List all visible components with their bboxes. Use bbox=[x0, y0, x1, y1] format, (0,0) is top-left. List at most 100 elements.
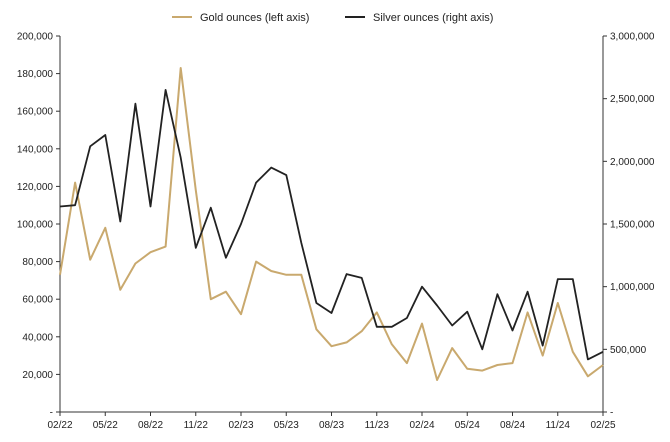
right-y-tick-label: 500,000 bbox=[610, 345, 647, 356]
data-point-gold bbox=[542, 355, 544, 357]
data-point-gold bbox=[512, 362, 514, 364]
data-point-silver bbox=[59, 206, 61, 208]
data-point-gold bbox=[421, 323, 423, 325]
data-point-silver bbox=[255, 182, 257, 184]
left-y-tick-label: 60,000 bbox=[22, 295, 53, 306]
data-point-silver bbox=[165, 89, 167, 91]
data-point-gold bbox=[165, 246, 167, 248]
right-y-tick-label: 1,000,000 bbox=[610, 282, 655, 293]
data-point-gold bbox=[74, 182, 76, 184]
data-point-silver bbox=[466, 311, 468, 313]
right-y-tick-label: 3,000,000 bbox=[610, 32, 655, 43]
data-point-gold bbox=[134, 263, 136, 265]
data-point-gold bbox=[150, 251, 152, 253]
left-y-tick-label: 120,000 bbox=[17, 182, 54, 193]
data-point-silver bbox=[210, 207, 212, 209]
data-point-silver bbox=[315, 302, 317, 304]
right-y-tick-label: 2,500,000 bbox=[610, 94, 655, 105]
legend-label-gold: Gold ounces (left axis) bbox=[200, 12, 309, 24]
data-point-gold bbox=[300, 274, 302, 276]
data-point-silver bbox=[527, 291, 529, 293]
data-point-gold bbox=[451, 347, 453, 349]
data-point-gold bbox=[346, 341, 348, 343]
right-y-tick-label: 1,500,000 bbox=[610, 220, 655, 231]
left-y-tick-label: 140,000 bbox=[17, 144, 54, 155]
x-tick-label: 02/23 bbox=[228, 420, 253, 431]
data-point-silver bbox=[300, 242, 302, 244]
data-point-silver bbox=[89, 145, 91, 147]
series-line-gold bbox=[59, 67, 604, 381]
data-point-silver bbox=[391, 326, 393, 328]
data-point-gold bbox=[572, 351, 574, 353]
data-point-gold bbox=[210, 298, 212, 300]
legend-label-silver: Silver ounces (right axis) bbox=[373, 12, 493, 24]
data-point-silver bbox=[331, 312, 333, 314]
data-point-gold bbox=[59, 274, 61, 276]
data-point-gold bbox=[195, 189, 197, 191]
data-point-silver bbox=[481, 348, 483, 350]
data-point-gold bbox=[119, 289, 121, 291]
data-point-silver bbox=[270, 167, 272, 169]
data-point-silver bbox=[240, 223, 242, 225]
data-point-silver bbox=[104, 134, 106, 136]
data-point-silver bbox=[225, 257, 227, 259]
x-tick-label: 11/24 bbox=[546, 420, 571, 431]
data-point-gold bbox=[270, 270, 272, 272]
data-point-silver bbox=[406, 317, 408, 319]
data-point-gold bbox=[496, 364, 498, 366]
data-point-gold bbox=[466, 368, 468, 370]
data-point-silver bbox=[376, 326, 378, 328]
left-y-tick-label: - bbox=[50, 408, 53, 419]
x-tick-label: 08/22 bbox=[138, 420, 163, 431]
data-point-gold bbox=[587, 375, 589, 377]
data-point-gold bbox=[361, 330, 363, 332]
right-y-tick-label: - bbox=[610, 408, 613, 419]
data-point-gold bbox=[180, 67, 182, 69]
x-tick-label: 08/24 bbox=[500, 420, 525, 431]
x-tick-label: 02/25 bbox=[590, 420, 615, 431]
x-tick-label: 02/22 bbox=[47, 420, 72, 431]
data-point-gold bbox=[391, 343, 393, 345]
x-tick-label: 11/23 bbox=[365, 420, 390, 431]
data-point-gold bbox=[481, 370, 483, 372]
x-tick-label: 02/24 bbox=[409, 420, 434, 431]
data-point-silver bbox=[195, 247, 197, 249]
x-tick-label: 05/23 bbox=[274, 420, 299, 431]
data-point-gold bbox=[406, 362, 408, 364]
data-point-gold bbox=[285, 274, 287, 276]
data-point-gold bbox=[602, 364, 604, 366]
x-axis-ticks: 02/22 05/22 08/22 11/22 02/23 05/23 08/23 11/23… bbox=[47, 412, 616, 431]
data-point-silver bbox=[512, 330, 514, 332]
data-point-silver bbox=[436, 305, 438, 307]
x-tick-label: 08/23 bbox=[319, 420, 344, 431]
data-point-silver bbox=[74, 204, 76, 206]
data-point-gold bbox=[104, 227, 106, 229]
data-point-silver bbox=[451, 325, 453, 327]
data-point-silver bbox=[557, 278, 559, 280]
data-point-silver bbox=[285, 174, 287, 176]
series-layer bbox=[59, 67, 604, 381]
data-point-gold bbox=[331, 345, 333, 347]
left-y-tick-label: 40,000 bbox=[22, 332, 53, 343]
x-tick-label: 05/24 bbox=[455, 420, 480, 431]
data-point-silver bbox=[361, 277, 363, 279]
data-point-gold bbox=[255, 261, 257, 263]
x-tick-label: 05/22 bbox=[93, 420, 118, 431]
data-point-silver bbox=[134, 103, 136, 105]
data-point-silver bbox=[150, 206, 152, 208]
data-point-gold bbox=[89, 259, 91, 261]
x-tick-label: 11/22 bbox=[184, 420, 209, 431]
data-point-silver bbox=[496, 293, 498, 295]
data-point-silver bbox=[572, 278, 574, 280]
left-y-tick-label: 80,000 bbox=[22, 257, 53, 268]
left-y-tick-label: 180,000 bbox=[17, 69, 54, 80]
left-y-tick-label: 20,000 bbox=[22, 370, 53, 381]
data-point-gold bbox=[240, 313, 242, 315]
data-point-gold bbox=[376, 311, 378, 313]
left-y-tick-label: 200,000 bbox=[17, 32, 54, 43]
data-point-silver bbox=[542, 345, 544, 347]
data-point-silver bbox=[180, 157, 182, 159]
left-y-tick-label: 100,000 bbox=[17, 220, 54, 231]
series-line-silver bbox=[59, 89, 604, 361]
